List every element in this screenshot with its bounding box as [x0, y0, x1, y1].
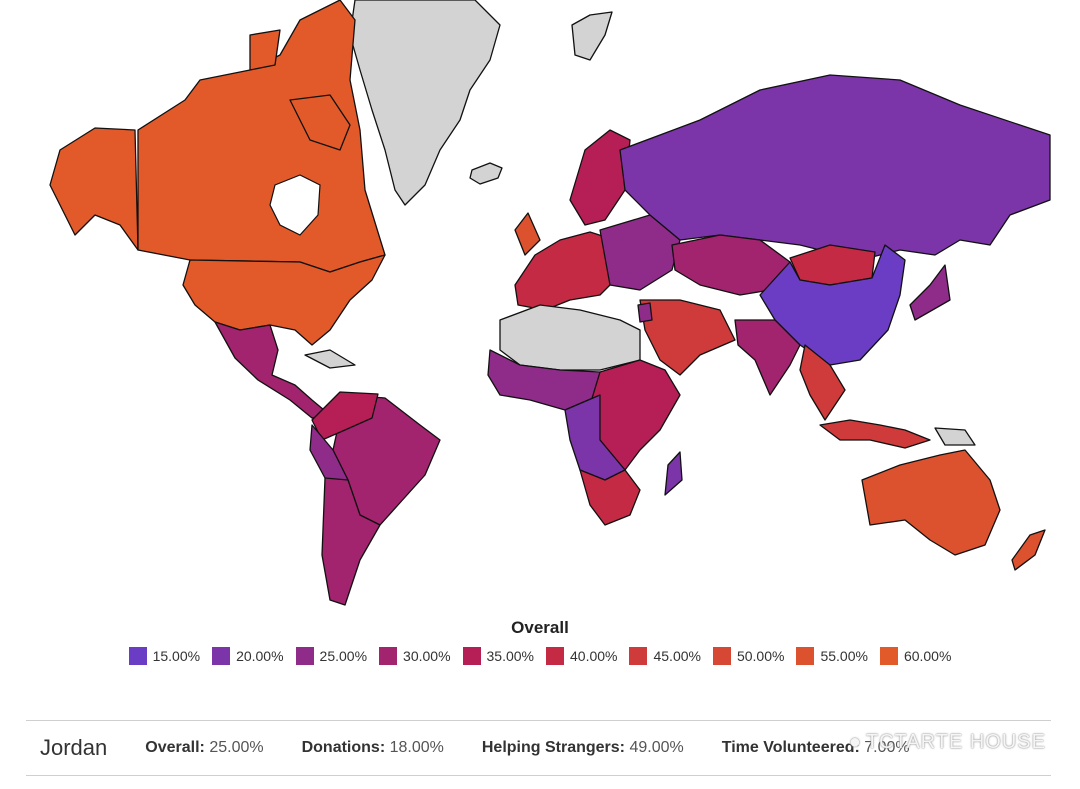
- legend-label: 30.00%: [403, 648, 451, 664]
- country-new-zealand[interactable]: [1011, 529, 1046, 571]
- country-papua[interactable]: [934, 427, 976, 446]
- legend-item[interactable]: 50.00%: [712, 647, 785, 665]
- legend-label: 40.00%: [570, 648, 618, 664]
- country-caribbean[interactable]: [304, 349, 356, 369]
- country-madagascar[interactable]: [664, 451, 683, 496]
- stat-time-label: Time Volunteered:: [721, 739, 860, 756]
- country-middle-east[interactable]: [639, 299, 736, 376]
- country-usa[interactable]: [182, 254, 386, 346]
- watermark: ● TCTARTE HOUSE: [849, 731, 1046, 754]
- country-russia[interactable]: [619, 74, 1051, 261]
- stat-donations-label: Donations:: [301, 739, 386, 756]
- stat-helping-strangers: Helping Strangers: 49.00%: [482, 739, 684, 757]
- country-svalbard[interactable]: [571, 11, 613, 61]
- country-southeast-asia[interactable]: [799, 344, 846, 421]
- stat-donations-value: 18.00%: [389, 739, 444, 756]
- country-uk[interactable]: [514, 212, 541, 256]
- legend-swatch: [546, 647, 564, 665]
- country-jordan[interactable]: [637, 302, 653, 323]
- legend-label: 60.00%: [903, 648, 952, 664]
- country-scandinavia[interactable]: [569, 129, 631, 226]
- selected-country-name: Jordan: [40, 735, 108, 760]
- legend-swatch: [879, 647, 898, 665]
- legend-items: 15.00% 20.00% 25.00% 30.00% 35.00% 40.00% 45.0…: [0, 647, 1080, 665]
- legend-item[interactable]: 20.00%: [212, 647, 284, 665]
- country-alaska[interactable]: [49, 127, 139, 251]
- legend-item[interactable]: 55.00%: [796, 647, 868, 665]
- country-australia[interactable]: [861, 449, 1001, 556]
- legend-swatch: [128, 647, 147, 665]
- world-map: [49, 0, 1051, 606]
- legend-item[interactable]: 30.00%: [379, 647, 451, 665]
- legend-label: 55.00%: [820, 648, 868, 664]
- wechat-icon: ●: [848, 731, 862, 753]
- stat-donations: Donations: 18.00%: [302, 739, 444, 757]
- country-india[interactable]: [734, 319, 801, 396]
- country-japan[interactable]: [909, 264, 951, 321]
- legend-label: 15.00%: [152, 648, 201, 664]
- country-indonesia[interactable]: [819, 419, 931, 449]
- legend-swatch: [379, 647, 398, 665]
- legend-label: 20.00%: [236, 648, 284, 664]
- country-greenland[interactable]: [349, 0, 501, 206]
- stat-helping-value: 49.00%: [629, 739, 684, 756]
- legend-swatch: [712, 647, 731, 665]
- stat-time-value: 7.00%: [864, 739, 910, 756]
- country-north-africa[interactable]: [499, 304, 641, 371]
- legend-swatch: [796, 647, 815, 665]
- stat-helping-label: Helping Strangers:: [481, 739, 625, 756]
- legend-item[interactable]: 35.00%: [462, 647, 534, 665]
- legend-title: Overall: [511, 618, 569, 637]
- country-mexico[interactable]: [214, 321, 331, 419]
- legend-item[interactable]: 25.00%: [295, 647, 368, 665]
- legend-item[interactable]: 40.00%: [546, 647, 617, 665]
- watermark-text: TCTARTE HOUSE: [865, 731, 1046, 753]
- legend-label: 45.00%: [653, 648, 701, 664]
- country-argentina-chile[interactable]: [321, 477, 381, 606]
- legend-label: 25.00%: [319, 648, 368, 664]
- legend-swatch: [212, 647, 231, 665]
- legend-item[interactable]: 15.00%: [128, 647, 201, 665]
- legend-swatch: [629, 647, 648, 665]
- legend-item[interactable]: 45.00%: [629, 647, 701, 665]
- country-arctic-islands[interactable]: [249, 29, 281, 71]
- legend-swatch: [295, 647, 314, 665]
- stat-overall-value: 25.00%: [209, 739, 264, 756]
- stat-overall-label: Overall:: [145, 739, 205, 756]
- hudson-bay: [269, 174, 321, 236]
- legend-label: 35.00%: [486, 648, 534, 664]
- country-baffin[interactable]: [289, 94, 351, 151]
- info-bar: Jordan Overall: 25.00% Donations: 18.00%…: [26, 720, 1051, 776]
- legend: Overall 15.00% 20.00% 25.00% 30.00% 35.00% 40…: [0, 618, 1080, 665]
- stat-overall: Overall: 25.00%: [145, 739, 263, 757]
- legend-label: 50.00%: [736, 648, 785, 664]
- legend-item[interactable]: 60.00%: [879, 647, 952, 665]
- world-map-svg: [49, 0, 1051, 606]
- country-southern-africa[interactable]: [579, 469, 641, 526]
- country-iceland[interactable]: [469, 162, 503, 185]
- legend-swatch: [462, 647, 481, 665]
- stat-time-volunteered: Time Volunteered: 7.00%: [722, 739, 910, 757]
